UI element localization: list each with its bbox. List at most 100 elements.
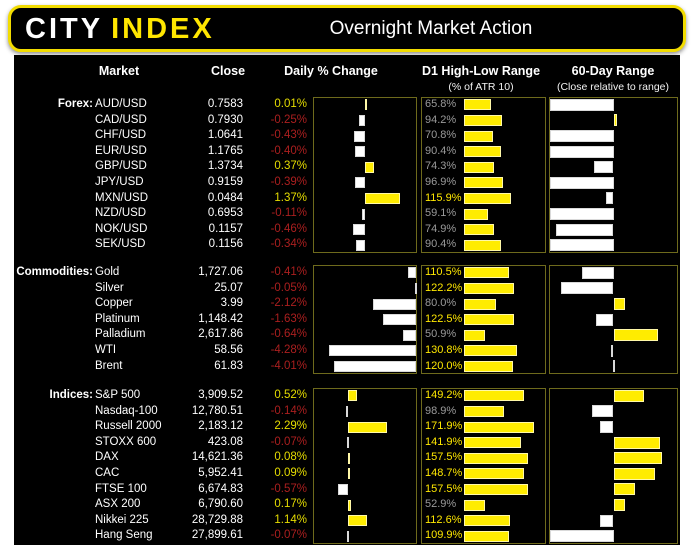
market-row: Platinum 1,148.42 -1.63% [14, 312, 314, 328]
atr-bar [464, 177, 504, 189]
sixty-day-range-chart [549, 388, 678, 544]
daily-change-value: -0.41% [270, 266, 307, 278]
market-row: CAC 5,952.41 0.09% [14, 466, 314, 482]
atr-bar [464, 468, 525, 480]
market-row: Commodities: Gold 1,727.06 -0.41% [14, 265, 314, 281]
atr-label: 120.0% [425, 359, 463, 372]
market-name: ASX 200 [95, 498, 141, 511]
close-value: 1.1765 [207, 144, 243, 157]
market-row: FTSE 100 6,674.83 -0.57% [14, 482, 314, 498]
daily-change-bar [348, 452, 350, 464]
market-row: CAD/USD 0.7930 -0.25% [14, 113, 314, 129]
atr-bar [464, 192, 511, 204]
close-value: 27,899.61 [191, 529, 243, 542]
daily-change-bar [354, 130, 365, 142]
atr-bar [464, 314, 514, 326]
daily-change-value: -0.25% [270, 113, 307, 126]
daily-change-value: -0.07% [270, 529, 307, 542]
atr-label: 157.5% [425, 482, 463, 495]
market-name: CAC [95, 467, 120, 479]
daily-change-value: -0.11% [271, 207, 307, 220]
range-position-bar [550, 208, 614, 220]
close-value: 0.0484 [207, 191, 243, 204]
range-position-bar [613, 114, 618, 127]
daily-change-bar [356, 239, 365, 251]
market-name: SEK/USD [95, 238, 146, 251]
atr-label: 109.9% [425, 529, 463, 542]
atr-label: 157.5% [425, 451, 463, 464]
daily-change-value: -0.05% [270, 281, 307, 294]
range-position-bar [591, 405, 614, 418]
close-value: 0.9159 [207, 176, 243, 188]
atr-label: 74.3% [425, 160, 457, 173]
close-value: 2,617.86 [198, 328, 243, 341]
section-label: Indices: [49, 389, 93, 401]
daily-change-value: -0.57% [270, 482, 307, 495]
market-name: Silver [95, 281, 124, 294]
range-position-bar [550, 176, 614, 189]
atr-bar [464, 329, 485, 341]
market-row: MXN/USD 0.0484 1.37% [14, 191, 314, 207]
column-header-60day-range: 60-Day Range [571, 64, 655, 78]
close-value: 5,952.41 [198, 467, 243, 479]
daily-change-value: 1.14% [274, 513, 307, 526]
market-name: GBP/USD [95, 160, 147, 173]
atr-bar [464, 224, 495, 236]
range-position-bar [605, 192, 614, 205]
daily-change-bar [328, 345, 416, 357]
daily-change-bar [365, 192, 400, 204]
atr-label: 122.5% [425, 312, 463, 325]
market-row: SEK/USD 0.1156 -0.34% [14, 237, 314, 253]
atr-bar [464, 405, 505, 417]
daily-change-value: -4.01% [270, 359, 307, 372]
daily-change-bar [365, 99, 367, 111]
atr-label: 148.7% [425, 467, 463, 479]
market-name: CAD/USD [95, 113, 147, 126]
atr-bar [464, 360, 513, 372]
daily-change-bar [338, 483, 348, 495]
daily-change-value: -0.14% [270, 404, 307, 417]
market-name: WTI [95, 344, 117, 356]
market-row: NOK/USD 0.1157 -0.46% [14, 222, 314, 238]
column-header-market: Market [98, 64, 140, 78]
close-value: 58.56 [214, 344, 243, 356]
daily-change-bar [372, 298, 416, 310]
daily-change-value: -1.63% [270, 312, 307, 325]
range-position-bar [581, 266, 614, 279]
close-value: 423.08 [207, 435, 243, 448]
daily-change-bar [362, 208, 365, 220]
daily-change-value: -2.12% [270, 297, 307, 310]
close-value: 25.07 [214, 281, 243, 294]
range-position-bar [550, 130, 614, 142]
close-value: 0.1156 [208, 238, 243, 251]
market-row: Russell 2000 2,183.12 2.29% [14, 419, 314, 435]
close-value: 1,148.42 [198, 312, 243, 325]
range-position-bar [613, 483, 636, 496]
market-row: Palladium 2,617.86 -0.64% [14, 327, 314, 343]
d1-range-chart: 149.2% 98.9% 171.9% 141.9% 157.5% 148.7% 157.5… [421, 388, 546, 544]
market-name: Gold [95, 266, 120, 278]
market-name: AUD/USD [95, 98, 147, 110]
market-name: Nikkei 225 [95, 513, 149, 526]
market-name: DAX [95, 451, 119, 464]
range-position-bar [599, 421, 614, 433]
range-position-bar [595, 313, 614, 326]
section-label: Forex: [57, 98, 93, 110]
column-header-close: Close [210, 64, 246, 78]
range-position-bar [613, 329, 658, 342]
market-row: Indices: S&P 500 3,909.52 0.52% [14, 388, 314, 404]
atr-bar [464, 483, 528, 495]
range-position-bar [613, 436, 661, 449]
atr-label: 141.9% [425, 435, 463, 448]
close-value: 2,183.12 [198, 420, 243, 433]
close-value: 1.3734 [207, 160, 243, 173]
range-position-bar [550, 530, 614, 543]
daily-change-value: -4.28% [270, 344, 307, 356]
page-title: Overnight Market Action [329, 18, 533, 39]
close-value: 6,674.83 [198, 482, 243, 495]
atr-label: 65.8% [425, 98, 457, 110]
daily-change-bar [382, 314, 416, 326]
market-row: WTI 58.56 -4.28% [14, 343, 314, 359]
close-value: 3.99 [220, 297, 243, 310]
daily-change-value: -0.43% [270, 129, 307, 142]
